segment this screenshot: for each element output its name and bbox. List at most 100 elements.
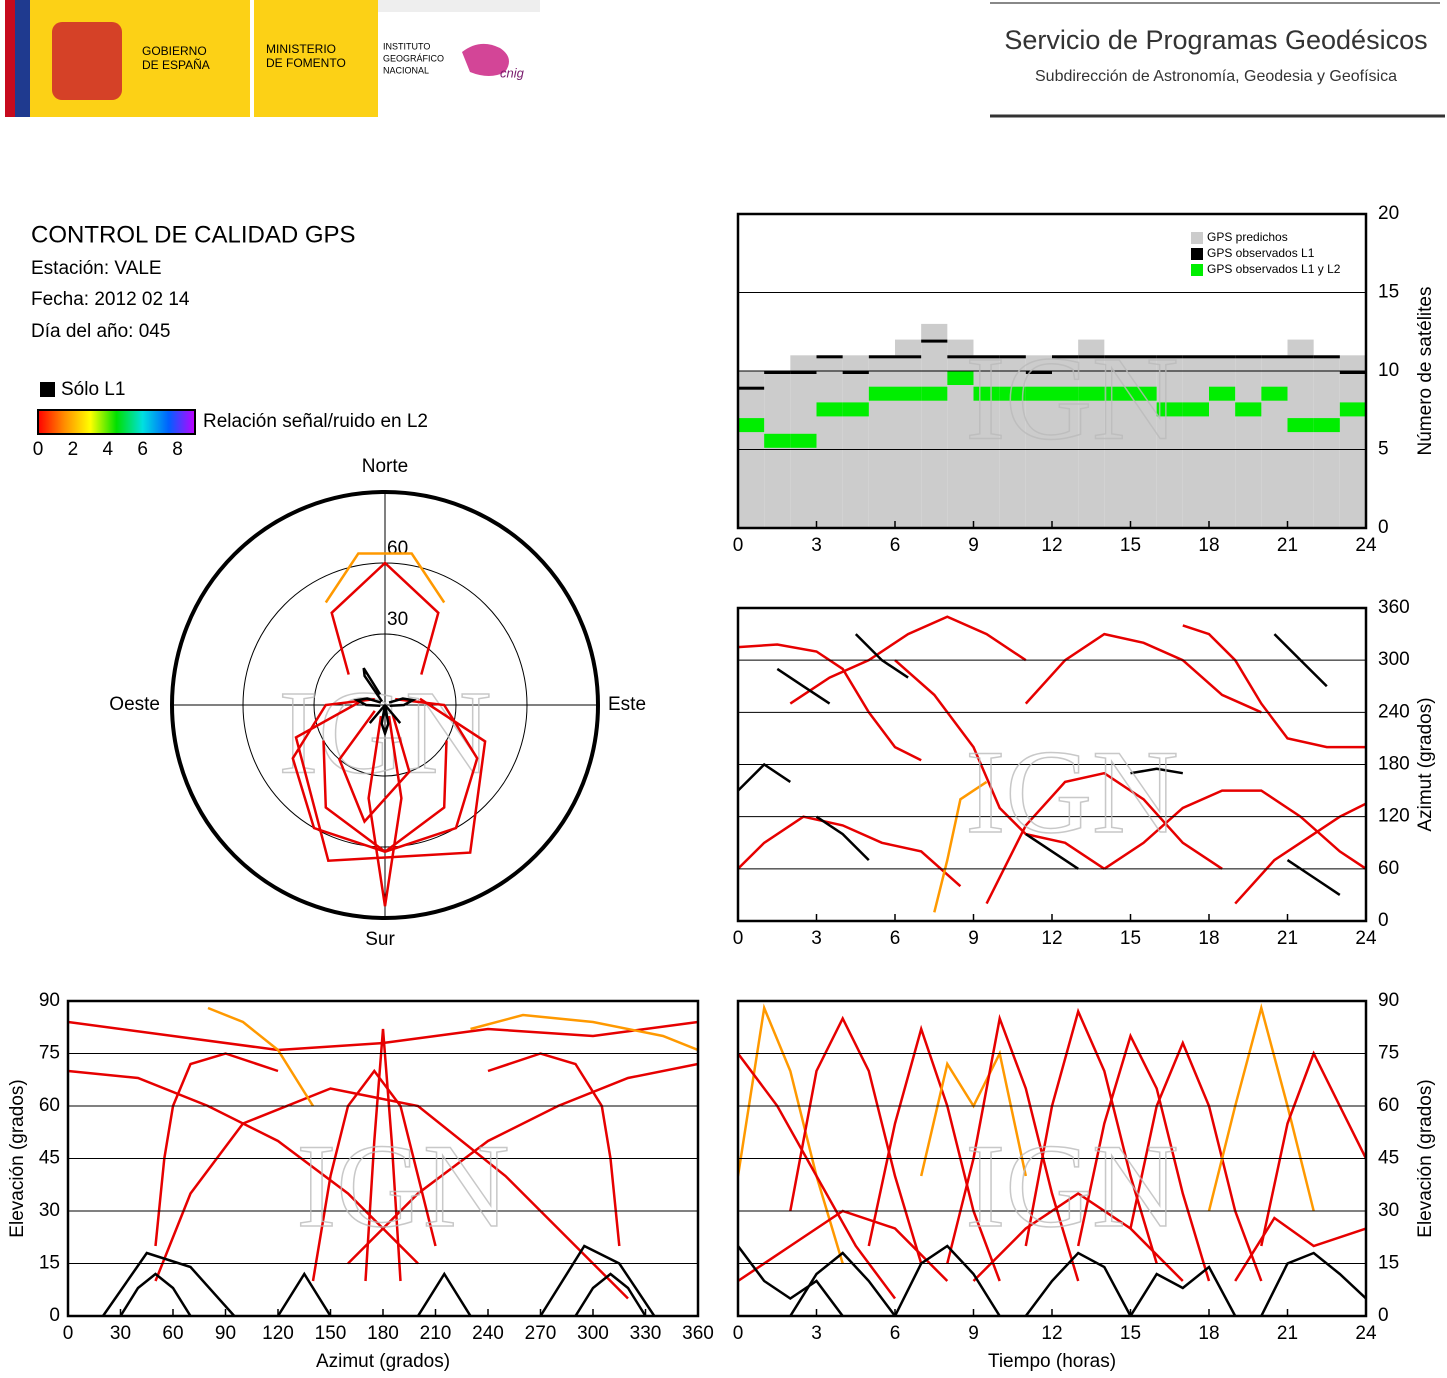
x-axis-label: Tiempo (horas)	[988, 1351, 1116, 1372]
ign-text: GEOGRÁFICO	[383, 53, 444, 63]
coat-of-arms	[52, 22, 122, 100]
track	[154, 1052, 279, 1247]
count-bar	[1078, 386, 1105, 401]
x-axis-label: Azimut (grados)	[316, 1351, 450, 1372]
track	[276, 1271, 332, 1316]
count-bar	[868, 355, 895, 359]
track	[154, 1087, 629, 1300]
count-bar	[999, 386, 1026, 401]
x-tick-label: 18	[1198, 1323, 1219, 1344]
count-bar	[1182, 355, 1209, 528]
track	[789, 615, 1027, 705]
x-tick-label: 12	[1041, 928, 1062, 949]
track	[1025, 833, 1079, 870]
track	[1286, 859, 1341, 896]
track	[1130, 767, 1184, 775]
cnig-logo	[462, 43, 509, 76]
station: Estación: VALE	[31, 258, 162, 279]
count-bar	[1104, 386, 1131, 401]
x-tick-label: 300	[577, 1323, 609, 1344]
count-bar	[764, 371, 791, 374]
legend-swatch	[1191, 232, 1203, 244]
count-bar	[1235, 402, 1262, 417]
count-bar	[1235, 355, 1262, 359]
track	[574, 1272, 647, 1316]
y-tick-label: 45	[39, 1148, 60, 1169]
track	[311, 1068, 437, 1282]
count-bar	[1287, 418, 1314, 433]
gov-text: GOBIERNO	[142, 44, 207, 58]
track	[789, 1015, 923, 1264]
y-tick-label: 30	[39, 1200, 60, 1221]
legend-swatch	[1191, 264, 1203, 276]
track	[384, 704, 402, 724]
gov-text: DE ESPAÑA	[142, 58, 210, 72]
y-tick-label: 0	[1378, 517, 1389, 538]
y-tick-label: 90	[1378, 990, 1399, 1011]
x-tick-label: 3	[811, 535, 822, 556]
x-tick-label: 180	[367, 1323, 399, 1344]
legend-label: GPS observados L1	[1207, 246, 1315, 260]
track	[738, 815, 962, 888]
track	[815, 815, 870, 861]
count-bar	[790, 371, 817, 374]
track	[933, 780, 988, 913]
x-tick-label: 9	[968, 535, 979, 556]
count-bar	[1261, 355, 1288, 528]
plot-frame	[736, 606, 1368, 923]
tracks	[291, 552, 487, 907]
snr-colorbar	[37, 409, 196, 435]
y-tick-label: 0	[1378, 910, 1389, 931]
x-tick-label: 18	[1198, 535, 1219, 556]
count-bar	[738, 386, 765, 390]
count-bar	[1209, 355, 1236, 359]
x-tick-label: 15	[1120, 928, 1141, 949]
track	[207, 1006, 315, 1107]
y-tick-label: 0	[1378, 1305, 1389, 1326]
count-bar	[1130, 355, 1157, 359]
chart: 0 5 10 15 20 0 3 6 9 12 15 18 21 24 IGN Número de satél…	[733, 203, 1436, 556]
watermark: IGN	[965, 1119, 1178, 1252]
count-bar	[1052, 386, 1079, 401]
x-tick-label: 6	[890, 535, 901, 556]
count-bar	[1104, 355, 1131, 359]
track	[738, 762, 791, 792]
ign-text: NACIONAL	[383, 65, 429, 75]
count-bar	[1156, 355, 1183, 528]
plot-frame	[66, 999, 700, 1318]
track	[738, 643, 922, 762]
info: CONTROL DE CALIDAD GPS Estación: VALE Fe…	[31, 221, 428, 435]
plot-area	[68, 1006, 698, 1316]
count-bar	[764, 433, 791, 448]
x-tick-label: 9	[968, 928, 979, 949]
plot-frame	[736, 212, 1368, 530]
snr-tick-label: 0	[33, 439, 44, 460]
track	[738, 1245, 844, 1316]
track	[1260, 1050, 1366, 1247]
ring-label: 30	[387, 609, 408, 630]
count-bar	[1182, 355, 1209, 359]
count-bar	[1130, 386, 1157, 401]
track	[364, 1028, 402, 1282]
count-bar	[973, 355, 1000, 359]
track	[1024, 632, 1262, 714]
count-bar	[921, 323, 948, 528]
x-tick-label: 30	[110, 1323, 131, 1344]
count-bar	[973, 386, 1000, 401]
legend-label: GPS observados L1 y L2	[1207, 262, 1341, 276]
flag-stripe	[5, 0, 15, 117]
y-tick-label: 75	[1378, 1043, 1399, 1064]
chart: 0 15 30 45 60 75 90 0 3 6 9 12 15 18 21 24 IGN Elevación …	[733, 990, 1436, 1372]
y-axis-label: Elevación (grados)	[7, 1079, 28, 1237]
track	[362, 667, 384, 703]
legend-label: GPS predichos	[1207, 230, 1288, 244]
count-bar	[1209, 386, 1236, 401]
track	[1129, 1039, 1263, 1282]
count-bar	[816, 355, 843, 528]
count-bar	[1261, 355, 1288, 359]
x-tick-label: 24	[1355, 535, 1377, 556]
count-bar	[1025, 371, 1052, 374]
count-bar	[895, 386, 922, 401]
count-bar	[1235, 355, 1262, 528]
